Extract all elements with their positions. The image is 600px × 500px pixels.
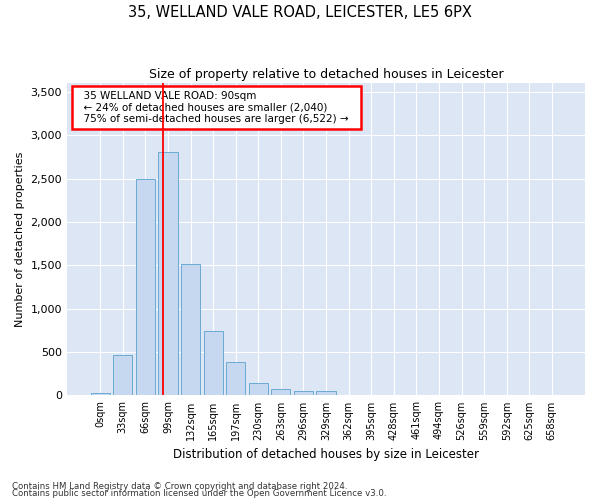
X-axis label: Distribution of detached houses by size in Leicester: Distribution of detached houses by size … [173,448,479,461]
Text: Contains HM Land Registry data © Crown copyright and database right 2024.: Contains HM Land Registry data © Crown c… [12,482,347,491]
Text: 35 WELLAND VALE ROAD: 90sqm  
  ← 24% of detached houses are smaller (2,040)  
 : 35 WELLAND VALE ROAD: 90sqm ← 24% of det… [77,91,356,124]
Bar [316,390,335,396]
Bar [91,393,110,396]
Bar [203,331,223,396]
Bar [181,264,200,396]
Bar [294,390,313,396]
Bar [226,362,245,396]
Title: Size of property relative to detached houses in Leicester: Size of property relative to detached ho… [149,68,503,80]
Bar [136,178,155,396]
Bar [271,389,290,396]
Bar [113,354,133,396]
Text: Contains public sector information licensed under the Open Government Licence v3: Contains public sector information licen… [12,490,386,498]
Y-axis label: Number of detached properties: Number of detached properties [15,152,25,327]
Bar [248,383,268,396]
Bar [158,152,178,396]
Text: 35, WELLAND VALE ROAD, LEICESTER, LE5 6PX: 35, WELLAND VALE ROAD, LEICESTER, LE5 6P… [128,5,472,20]
